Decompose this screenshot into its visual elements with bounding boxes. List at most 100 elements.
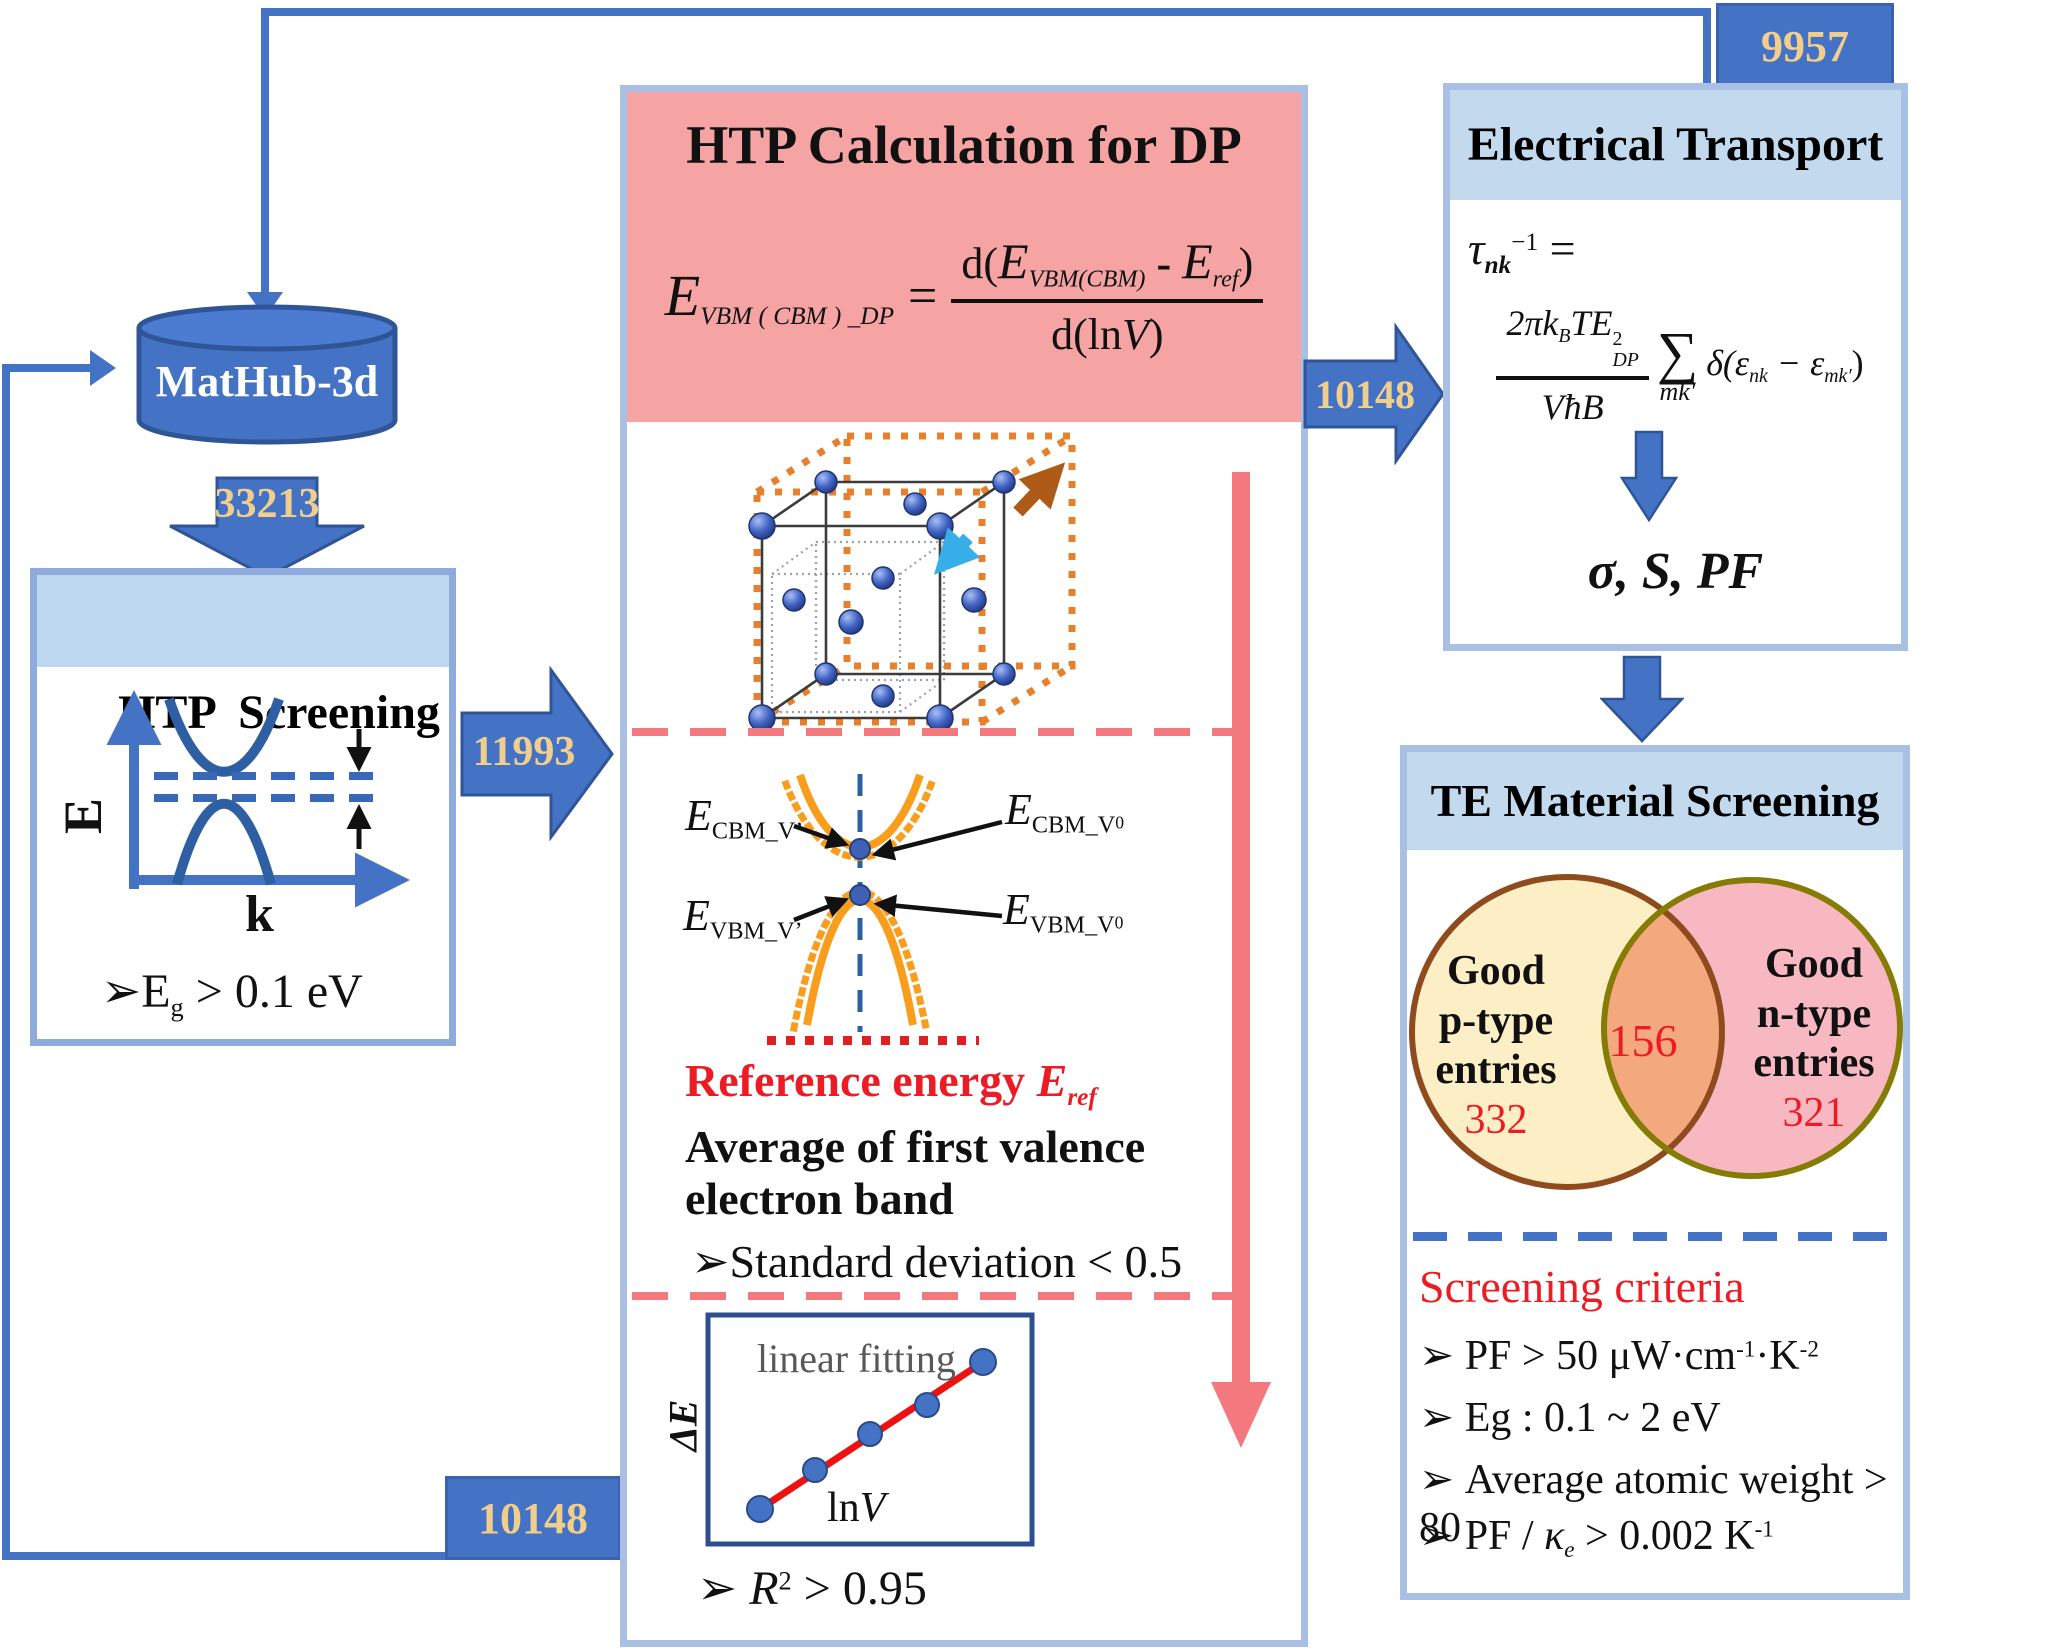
criterion-atomic-weight: ➢ Average atomic weight > 80 bbox=[1419, 1454, 1903, 1552]
TE-base: TE bbox=[1570, 303, 1613, 343]
den-V: V bbox=[1121, 310, 1149, 360]
label-E-CBM-Vprime: ECBM_V’ bbox=[685, 790, 803, 845]
vr-sub: VBM_V bbox=[1029, 911, 1115, 939]
two-pi: 2π bbox=[1506, 303, 1543, 343]
htp-screening-box: HTP Screening E k ➢Eg > 0.1 eV bbox=[30, 568, 456, 1046]
linear-fitting-plot bbox=[705, 1312, 1035, 1547]
loop-top-horizontal-line bbox=[261, 8, 1711, 16]
database-cylinder-icon bbox=[136, 304, 398, 445]
vbm-left-annotation-arrow bbox=[793, 896, 850, 923]
pink-dashed-divider-2 bbox=[632, 1292, 1232, 1300]
r2-criterion: ➢ R2 > 0.95 bbox=[697, 1560, 927, 1616]
flow-arrow-dp-to-transport: 10148 bbox=[1303, 322, 1445, 466]
num-close: ) bbox=[1238, 239, 1254, 288]
venn-left-line3: entries bbox=[1435, 1047, 1557, 1094]
sum-operator: ∑ mk′ bbox=[1657, 324, 1698, 405]
vr-zero: 0 bbox=[1114, 912, 1124, 933]
tau-denominator: VħB bbox=[1541, 387, 1604, 428]
criterion-eg: ➢ Eg : 0.1 ~ 2 eV bbox=[1419, 1392, 1721, 1442]
venn-left-label: Good p-type entries 332 bbox=[1421, 947, 1571, 1145]
crystal-structure-illustration bbox=[748, 432, 1076, 732]
database-label: MatHub-3d bbox=[155, 357, 379, 406]
htp-screening-header: HTP Screening bbox=[37, 575, 449, 739]
bullet-icon: ➢ bbox=[1419, 1395, 1455, 1441]
venn-diagram bbox=[1409, 874, 1903, 1190]
vbm-right-annotation-arrow bbox=[873, 894, 1003, 919]
venn-left-line1: Good bbox=[1446, 948, 1546, 994]
eg-sub: g bbox=[170, 992, 184, 1023]
venn-right-count: 321 bbox=[1782, 1089, 1846, 1136]
r2-base: R bbox=[749, 1562, 779, 1615]
tau-rhs: 2πkBTE 2 DP VħB ∑ mk′ δ(εnk − εmk′) bbox=[1470, 302, 1890, 428]
c1-sup2: -2 bbox=[1799, 1335, 1819, 1362]
reference-sub: ref bbox=[1067, 1082, 1097, 1111]
num-Eref: E bbox=[1182, 233, 1213, 289]
reference-E: E bbox=[1036, 1055, 1068, 1106]
fit-x-axis-label: lnV bbox=[827, 1484, 885, 1532]
vr-base: E bbox=[1003, 885, 1030, 934]
c4-mid: > 0.002 K bbox=[1574, 1513, 1755, 1559]
pink-dashed-divider-1 bbox=[632, 728, 1232, 736]
c1-dot: ·K bbox=[1755, 1333, 1800, 1379]
flow-arrow-transport-to-te bbox=[1600, 655, 1684, 743]
num-E-sub: VBM(CBM) bbox=[1028, 265, 1146, 293]
te-header: TE Material Screening bbox=[1407, 752, 1903, 850]
right-block-arrow-icon bbox=[1303, 322, 1445, 466]
venn-right-line1: Good bbox=[1764, 941, 1864, 987]
count-33213-label: 33213 bbox=[214, 481, 320, 527]
c3-text: Average atomic weight > 80 bbox=[1419, 1457, 1888, 1551]
TE-supsub: 2 DP bbox=[1612, 329, 1638, 371]
c4-kappa: κ bbox=[1544, 1513, 1565, 1559]
fit-y-axis-label: ΔE bbox=[660, 1399, 706, 1452]
compressed-cell-gray-dotted-cube bbox=[770, 540, 946, 714]
tau-numerator: 2πkBTE 2 DP bbox=[1496, 302, 1649, 381]
r2-sup: 2 bbox=[778, 1565, 792, 1596]
std-text: Standard deviation < 0.5 bbox=[729, 1236, 1183, 1287]
transport-outputs: σ, S, PF bbox=[1587, 543, 1764, 600]
down-block-arrow-icon bbox=[1620, 430, 1678, 522]
flow-arrow-db-to-screening: 33213 bbox=[168, 476, 366, 579]
num-minus: - bbox=[1145, 239, 1183, 288]
right-block-arrow-icon bbox=[460, 665, 614, 842]
loop-left-vertical-line bbox=[2, 364, 10, 1560]
TE-sup: 2 bbox=[1612, 327, 1623, 350]
criterion-pf: ➢ PF > 50 μW·cm-1·K-2 bbox=[1419, 1330, 1819, 1380]
bullet-icon: ➢ bbox=[1419, 1333, 1455, 1379]
den-d: d(ln bbox=[1051, 310, 1122, 360]
delta-term: δ(εnk − εmk′) bbox=[1706, 342, 1863, 388]
criteria-title: Screening criteria bbox=[1419, 1261, 1745, 1312]
electrical-transport-box: Electrical Transport τnk−1 = 2πkBTE 2 DP V… bbox=[1443, 83, 1908, 651]
down-block-arrow-icon bbox=[169, 476, 365, 579]
data-points bbox=[746, 1348, 997, 1523]
loop-left-horizontal-line bbox=[2, 364, 90, 372]
flow-arrow-screening-to-dp: 11993 bbox=[460, 665, 615, 842]
eg-base: E bbox=[141, 965, 171, 1018]
reference-energy-dotted-line bbox=[767, 1036, 979, 1045]
label-E-VBM-V0: EVBM_V0 bbox=[1003, 884, 1123, 939]
TE-sub: DP bbox=[1612, 348, 1639, 371]
cr-sub: CBM_V bbox=[1031, 811, 1116, 839]
sketch-x-axis-label: k bbox=[245, 886, 274, 943]
atoms bbox=[748, 470, 1016, 732]
cr-zero: 0 bbox=[1115, 812, 1125, 833]
cl-sub: CBM_V’ bbox=[711, 817, 804, 845]
count-11993-label: 11993 bbox=[472, 729, 576, 775]
dp-formula-lhs: EVBM ( CBM ) _DP bbox=[665, 262, 894, 331]
num-E: E bbox=[998, 233, 1029, 289]
cbm-left-annotation-arrow bbox=[793, 823, 850, 849]
tau-equals: = bbox=[1549, 223, 1576, 274]
kB-sub: B bbox=[1558, 324, 1571, 347]
average-band-line2: electron band bbox=[685, 1173, 954, 1224]
arrowhead-right-into-database-icon bbox=[90, 350, 116, 386]
x-V: V bbox=[859, 1485, 886, 1531]
eg-criterion: ➢Eg > 0.1 eV bbox=[101, 963, 363, 1023]
bullet-icon: ➢ bbox=[1419, 1513, 1455, 1559]
transport-title: Electrical Transport bbox=[1467, 118, 1884, 171]
r2-rest: > 0.95 bbox=[791, 1562, 927, 1615]
tau-sup: −1 bbox=[1511, 228, 1539, 257]
te-title: TE Material Screening bbox=[1430, 775, 1880, 826]
loop-top-left-vertical-line bbox=[261, 8, 269, 294]
eg-rest: > 0.1 eV bbox=[183, 965, 363, 1018]
venn-right-line3: entries bbox=[1753, 1040, 1875, 1087]
